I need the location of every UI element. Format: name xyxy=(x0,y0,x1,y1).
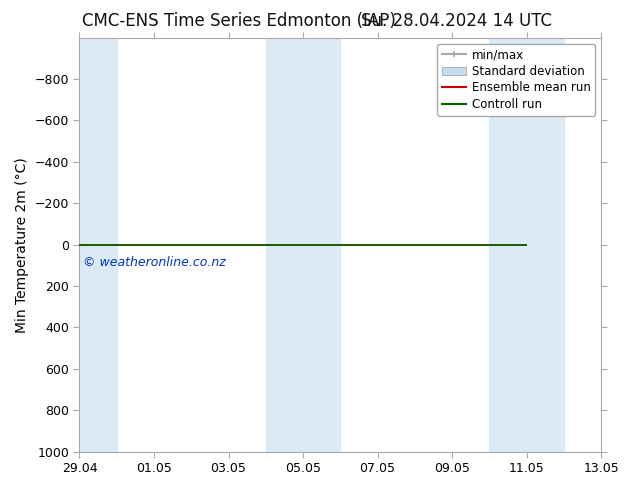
Text: CMC-ENS Time Series Edmonton (IAP): CMC-ENS Time Series Edmonton (IAP) xyxy=(82,12,396,30)
Bar xyxy=(266,38,340,452)
Legend: min/max, Standard deviation, Ensemble mean run, Controll run: min/max, Standard deviation, Ensemble me… xyxy=(437,44,595,116)
Text: © weatheronline.co.nz: © weatheronline.co.nz xyxy=(83,256,226,269)
Y-axis label: Min Temperature 2m (°C): Min Temperature 2m (°C) xyxy=(15,157,29,333)
Text: Su. 28.04.2024 14 UTC: Su. 28.04.2024 14 UTC xyxy=(361,12,552,30)
Bar xyxy=(79,38,117,452)
Bar xyxy=(489,38,564,452)
